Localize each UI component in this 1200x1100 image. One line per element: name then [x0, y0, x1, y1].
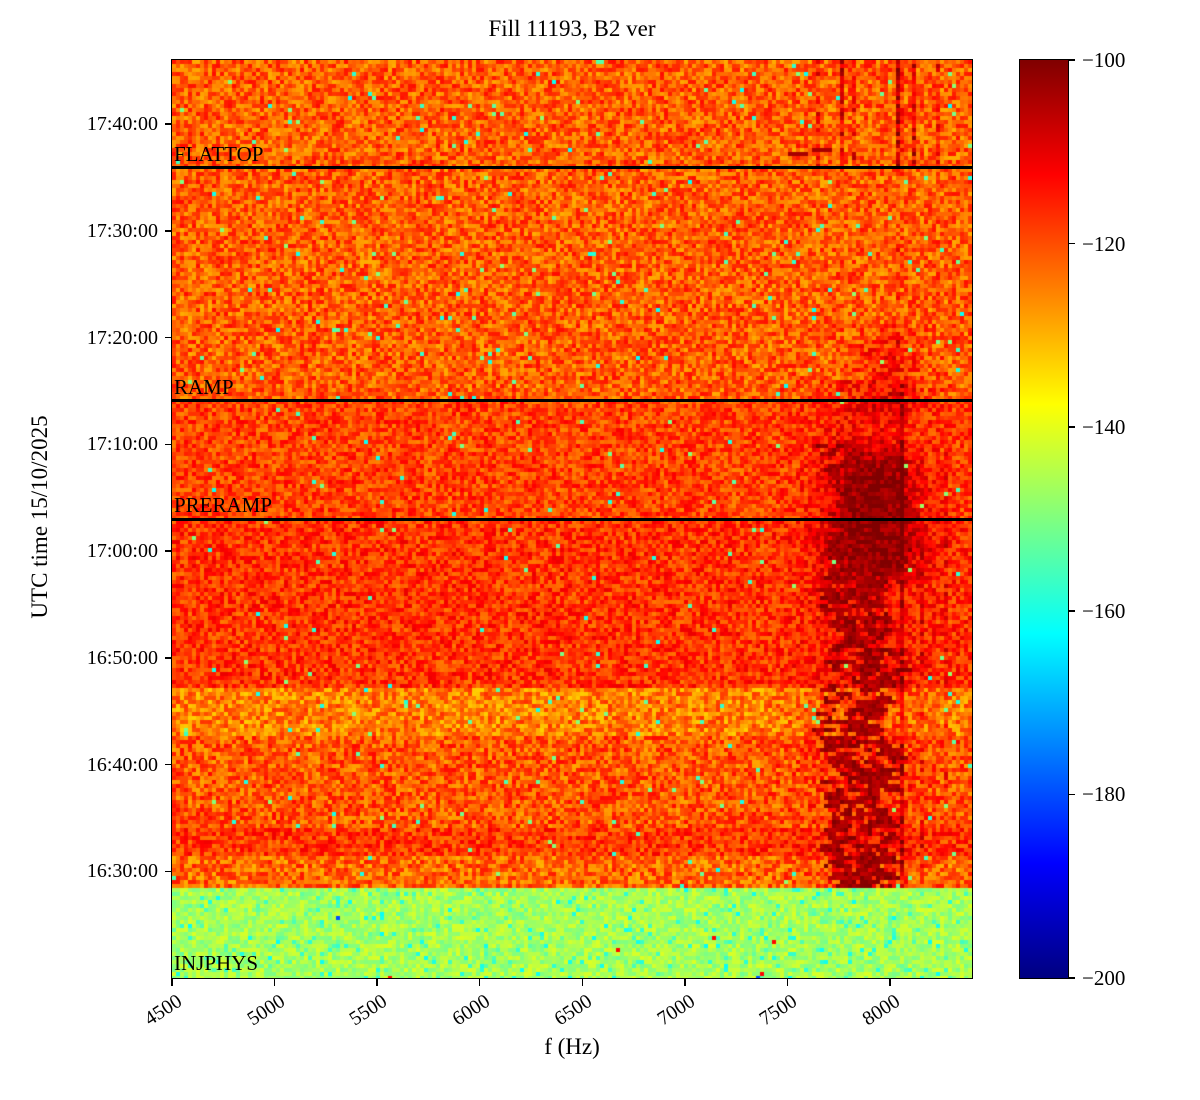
y-tick-label: 16:30:00 [86, 860, 158, 883]
x-tick-label: 8000 [858, 990, 904, 1031]
y-tick-mark [165, 870, 172, 872]
colorbar-tick-label: −200 [1082, 966, 1126, 990]
colorbar-tick-mark [1069, 977, 1075, 979]
x-tick-label: 7000 [653, 990, 699, 1031]
colorbar-tick-mark [1069, 610, 1075, 612]
x-tick-label: 5000 [243, 990, 289, 1031]
x-tick-label: 6500 [550, 990, 597, 1031]
y-tick-mark [165, 123, 172, 125]
y-tick-label: 17:20:00 [86, 326, 158, 349]
beam-mode-label-injphys: INJPHYS [174, 950, 259, 975]
x-tick-label: 6000 [448, 990, 494, 1031]
beam-mode-line-ramp [172, 399, 972, 402]
x-tick-label: 5500 [345, 990, 392, 1031]
colorbar-tick-mark [1069, 59, 1075, 61]
y-tick-label: 17:30:00 [86, 219, 158, 242]
y-axis-label: UTC time 15/10/2025 [27, 415, 52, 619]
x-tick-mark [889, 979, 891, 986]
x-axis-label: f (Hz) [544, 1034, 600, 1059]
x-tick-label: 4500 [140, 990, 186, 1031]
colorbar-tick-label: −180 [1082, 782, 1126, 807]
y-tick-mark [165, 763, 172, 766]
y-tick-label: 17:40:00 [86, 113, 158, 136]
x-tick-mark [171, 979, 173, 986]
y-tick-mark [165, 230, 172, 232]
x-tick-mark [786, 979, 789, 986]
y-tick-mark [165, 336, 172, 339]
colorbar-tick-label: −160 [1082, 598, 1126, 623]
y-tick-label: 17:00:00 [86, 540, 158, 563]
x-tick-mark [684, 979, 686, 986]
y-tick-mark [165, 657, 172, 659]
x-tick-mark [581, 979, 583, 986]
x-tick-mark [273, 979, 276, 986]
colorbar-tick-mark [1069, 793, 1075, 796]
x-tick-mark [478, 979, 481, 986]
y-tick-mark [165, 443, 172, 446]
colorbar-tick-label: −140 [1082, 415, 1126, 440]
beam-mode-label-preramp: PRERAMP [174, 493, 273, 517]
y-tick-label: 17:10:00 [86, 433, 158, 456]
plot-title: Fill 11193, B2 ver [488, 16, 656, 41]
x-tick-mark [376, 979, 378, 986]
y-tick-label: 16:50:00 [86, 646, 158, 669]
colorbar-tick-mark [1069, 242, 1075, 245]
beam-mode-line-preramp [172, 517, 972, 521]
beam-mode-line-flattop [172, 166, 972, 170]
y-tick-mark [165, 550, 172, 552]
x-tick-label: 7500 [755, 990, 802, 1031]
beam-mode-label-ramp: RAMP [174, 374, 234, 399]
colorbar-tick-label: −100 [1082, 48, 1126, 72]
y-tick-label: 16:40:00 [86, 753, 158, 776]
colorbar-tick-mark [1069, 426, 1075, 428]
colorbar [1019, 59, 1069, 979]
colorbar-tick-label: −120 [1082, 231, 1126, 256]
beam-mode-label-flattop: FLATTOP [174, 141, 264, 166]
